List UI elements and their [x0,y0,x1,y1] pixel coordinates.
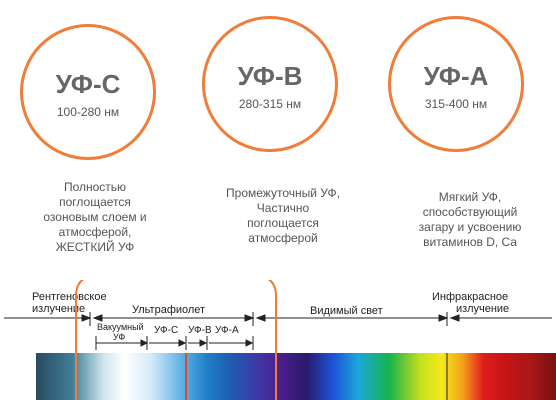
uvb-circle: УФ-В 280-315 нм [202,16,338,152]
uva-circle: УФ-А 315-400 нм [388,16,524,152]
visible-label: Видимый свет [310,305,383,317]
uva-band-label: УФ-А [215,325,239,336]
spectrum-diagram: Рентгеновское излучение Ультрафиолет Вид… [4,280,556,400]
ir-label-line2: излучение [456,303,509,315]
uva-description: Мягкий УФ, способствующий загару и усвое… [395,190,545,250]
uvc-desc-line: ЖЕСТКИЙ УФ [55,240,135,254]
uvc-title: УФ-С [55,69,121,99]
uvc-description: Полностью поглощается озоновым слоем и а… [20,180,170,255]
uvb-band-label: УФ-В [188,325,212,336]
uva-desc-line: способствующий [422,205,518,219]
xray-label-line2: излучение [32,303,85,315]
vacuum-uv-label-line2: УФ [113,332,125,342]
uvb-description: Промежуточный УФ, Частично поглощается а… [208,186,358,246]
vacuum-uv-label-line1: Вакуумный [97,322,144,332]
range-arrows-top [4,312,552,326]
uva-desc-line: загару и усвоению [418,220,522,234]
uvb-title: УФ-В [237,61,303,91]
range-arrows-sub [95,336,254,350]
uva-range: 315-400 нм [424,97,488,111]
uvb-desc-line: атмосферой [248,231,318,245]
uvc-desc-line: поглощается [59,195,131,209]
uva-title: УФ-А [423,61,489,91]
uvb-range: 280-315 нм [238,97,302,111]
uva-desc-line: витаминов D, Ca [423,235,517,249]
uv-highlight-frame [75,280,277,400]
uvc-circle: УФ-С 100-280 нм [20,24,156,160]
uva-desc-line: Мягкий УФ, [438,190,502,204]
uvc-desc-line: Полностью [63,180,127,194]
uvc-range: 100-280 нм [56,105,120,119]
uvb-desc-line: Промежуточный УФ, [226,186,340,200]
uvb-desc-line: Частично [256,201,310,215]
uvc-desc-line: атмосферой, [58,225,132,239]
ir-label-line1: Инфракрасное [432,291,508,303]
uvc-desc-line: озоновым слоем и [43,210,147,224]
xray-label-line1: Рентгеновское [32,291,107,303]
spectrum-bar [36,353,556,400]
uv-label: Ультрафиолет [132,304,205,316]
uvc-band-label: УФ-С [154,325,178,336]
uvb-desc-line: поглощается [247,216,319,230]
